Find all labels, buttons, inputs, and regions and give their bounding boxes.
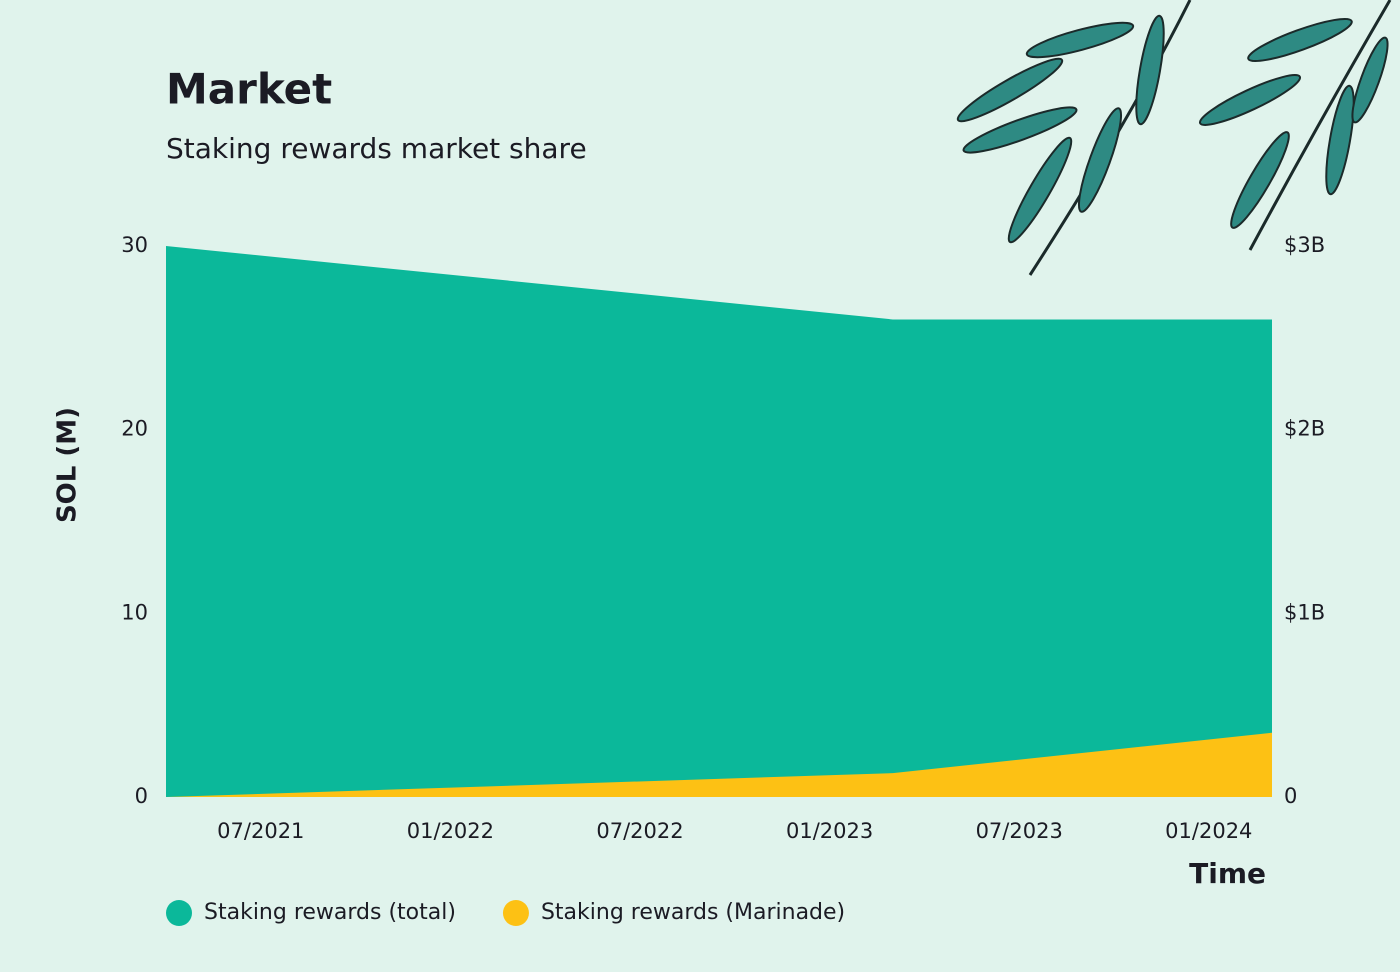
y2-tick-label: $2B [1284,417,1325,441]
x-tick-label: 07/2021 [217,819,304,843]
x-tick-label: 07/2023 [976,819,1063,843]
x-tick-label: 01/2024 [1165,819,1252,843]
y-tick-label: 0 [135,784,148,808]
chart-subtitle: Staking rewards market share [166,132,587,165]
y-tick-label: 30 [121,233,148,257]
y2-tick-label: $3B [1284,233,1325,257]
y-axis-label: SOL (M) [53,407,83,523]
y2-tick-label: $1B [1284,600,1325,624]
x-tick-label: 01/2022 [407,819,494,843]
legend-label: Staking rewards (total) [204,900,456,925]
legend-label: Staking rewards (Marinade) [541,900,845,925]
x-axis-label: Time [1189,857,1266,890]
palm-decoration [956,0,1392,276]
y2-tick-label: 0 [1284,784,1297,808]
area [166,732,1272,797]
x-tick-label: 07/2022 [596,819,683,843]
y-tick-label: 10 [121,600,148,624]
y-tick-label: 20 [121,417,148,441]
x-tick-label: 01/2023 [786,819,873,843]
legend-swatch [166,900,192,926]
area [166,246,1272,797]
legend-swatch [502,900,529,926]
chart-title: Market [166,65,332,114]
legend-item: Staking rewards (Marinade) [502,900,845,926]
legend-item: Staking rewards (total) [166,900,456,926]
